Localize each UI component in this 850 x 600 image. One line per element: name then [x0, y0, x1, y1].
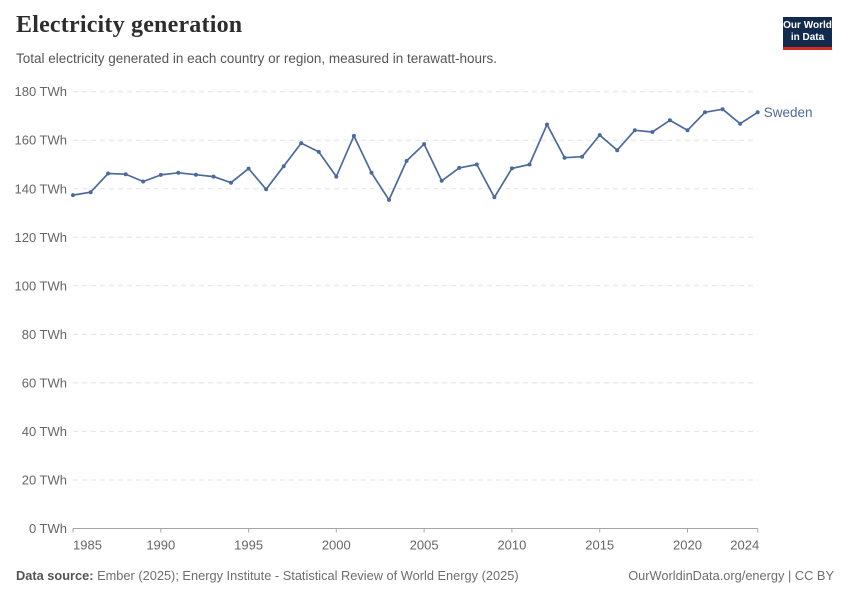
- x-axis-tick-label: 2015: [585, 538, 614, 553]
- y-axis-tick-label: 160 TWh: [14, 133, 67, 148]
- data-point-marker: [703, 110, 707, 115]
- data-point-marker: [439, 178, 444, 183]
- data-point-marker: [580, 154, 585, 159]
- data-point-marker: [158, 172, 163, 177]
- x-axis-tick-label: 2000: [322, 538, 351, 553]
- data-point-marker: [316, 149, 321, 154]
- data-point-marker: [545, 122, 549, 127]
- owid-logo-red-strip: [783, 47, 832, 50]
- data-point-marker: [71, 193, 75, 198]
- data-point-marker: [650, 130, 655, 134]
- x-axis-tick-label: 2010: [497, 538, 526, 553]
- y-axis-tick-label: 120 TWh: [14, 230, 67, 245]
- y-axis-tick-label: 80 TWh: [22, 327, 67, 342]
- data-point-marker: [474, 162, 479, 167]
- data-point-marker: [755, 110, 760, 115]
- data-point-marker: [264, 187, 269, 192]
- data-source-text: Ember (2025); Energy Institute - Statist…: [93, 568, 519, 583]
- x-axis-tick-label: 2024: [730, 538, 759, 553]
- data-point-marker: [562, 155, 567, 160]
- x-axis-tick-label: 2020: [673, 538, 702, 553]
- data-point-marker: [597, 133, 602, 138]
- y-axis-tick-label: 40 TWh: [22, 424, 67, 439]
- data-point-marker: [176, 170, 181, 175]
- data-point-marker: [106, 171, 111, 176]
- series-label-sweden: Sweden: [764, 105, 813, 120]
- data-point-marker: [685, 128, 690, 133]
- data-point-marker: [281, 164, 286, 169]
- y-axis-tick-label: 20 TWh: [22, 473, 67, 488]
- x-axis-tick-label: 1985: [73, 538, 102, 553]
- owid-logo-box: Our World in Data: [783, 17, 832, 47]
- x-axis-tick-label: 1990: [146, 538, 175, 553]
- sweden-line: [72, 108, 759, 201]
- y-axis-tick-label: 100 TWh: [14, 278, 67, 293]
- data-point-marker: [457, 165, 462, 170]
- data-source-label: Data source:: [16, 568, 94, 583]
- y-axis-tick-label: 180 TWh: [14, 84, 67, 99]
- x-axis-tick-label: 2005: [410, 538, 439, 553]
- data-point-marker: [632, 128, 637, 133]
- data-point-marker: [351, 133, 356, 138]
- data-source-note: Data source: Ember (2025); Energy Instit…: [16, 568, 519, 583]
- data-point-marker: [193, 172, 198, 177]
- data-point-marker: [509, 166, 514, 171]
- license-note: OurWorldinData.org/energy | CC BY: [628, 568, 834, 583]
- y-axis-tick-label: 140 TWh: [14, 181, 67, 196]
- data-point-marker: [738, 121, 743, 126]
- page-title: Electricity generation: [16, 12, 243, 38]
- data-point-marker: [229, 180, 233, 185]
- data-point-marker: [387, 197, 391, 202]
- data-point-marker: [123, 172, 128, 177]
- data-point-marker: [720, 107, 725, 112]
- owid-logo-line1: Our World: [783, 20, 832, 31]
- data-point-marker: [211, 174, 216, 179]
- data-point-marker: [88, 190, 93, 195]
- data-point-marker: [527, 162, 532, 167]
- data-point-marker: [615, 148, 620, 153]
- x-axis-tick-label: 1995: [234, 538, 263, 553]
- data-point-marker: [369, 170, 374, 175]
- owid-logo: Our World in Data: [783, 17, 832, 50]
- chart-footer: Data source: Ember (2025); Energy Instit…: [16, 568, 834, 583]
- data-point-marker: [422, 142, 427, 147]
- data-point-marker: [404, 158, 409, 163]
- data-point-marker: [299, 141, 304, 146]
- data-point-marker: [334, 174, 339, 179]
- data-point-marker: [141, 179, 146, 184]
- page-subtitle: Total electricity generated in each coun…: [16, 51, 497, 66]
- y-axis-tick-label: 0 TWh: [29, 521, 67, 536]
- owid-logo-line2: in Data: [790, 32, 825, 43]
- y-axis-tick-label: 60 TWh: [22, 375, 67, 390]
- data-point-marker: [667, 118, 672, 123]
- data-point-marker: [246, 166, 251, 171]
- data-point-marker: [492, 195, 497, 200]
